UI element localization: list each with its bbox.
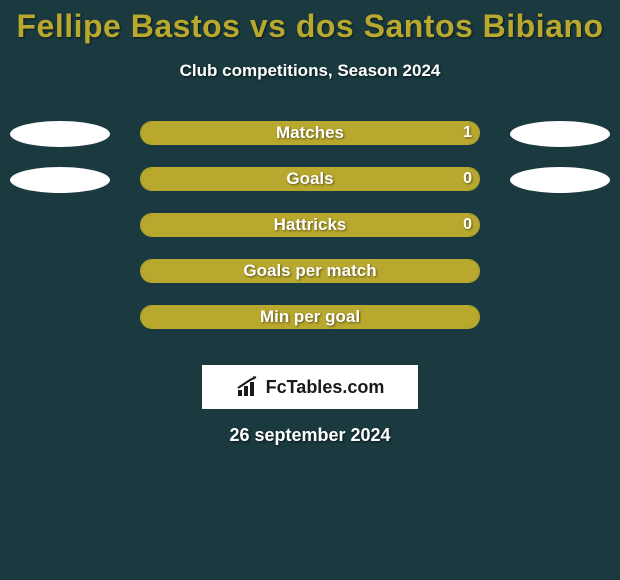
date-label: 26 september 2024 xyxy=(0,425,620,446)
player-right-ellipse xyxy=(510,167,610,193)
player-left-ellipse xyxy=(10,121,110,147)
stat-value-right: 0 xyxy=(140,213,472,237)
logo-text: FcTables.com xyxy=(266,377,385,398)
stat-value-right: 1 xyxy=(140,121,472,145)
player-left-ellipse xyxy=(10,167,110,193)
stat-row: Goals0 xyxy=(0,167,620,213)
stat-row: Goals per match xyxy=(0,259,620,305)
player-right-ellipse xyxy=(510,121,610,147)
stat-row: Min per goal xyxy=(0,305,620,351)
logo-chart-icon xyxy=(236,376,260,398)
stat-value-right: 0 xyxy=(140,167,472,191)
stat-row: Matches1 xyxy=(0,121,620,167)
stat-rows: Matches1Goals0Hattricks0Goals per match M… xyxy=(0,121,620,351)
comparison-infographic: Fellipe Bastos vs dos Santos Bibiano Clu… xyxy=(0,0,620,580)
stat-label: Goals per match xyxy=(140,259,480,283)
stat-row: Hattricks0 xyxy=(0,213,620,259)
page-subtitle: Club competitions, Season 2024 xyxy=(0,61,620,81)
logo-box: FcTables.com xyxy=(202,365,418,409)
page-title: Fellipe Bastos vs dos Santos Bibiano xyxy=(0,0,620,45)
stat-label: Min per goal xyxy=(140,305,480,329)
